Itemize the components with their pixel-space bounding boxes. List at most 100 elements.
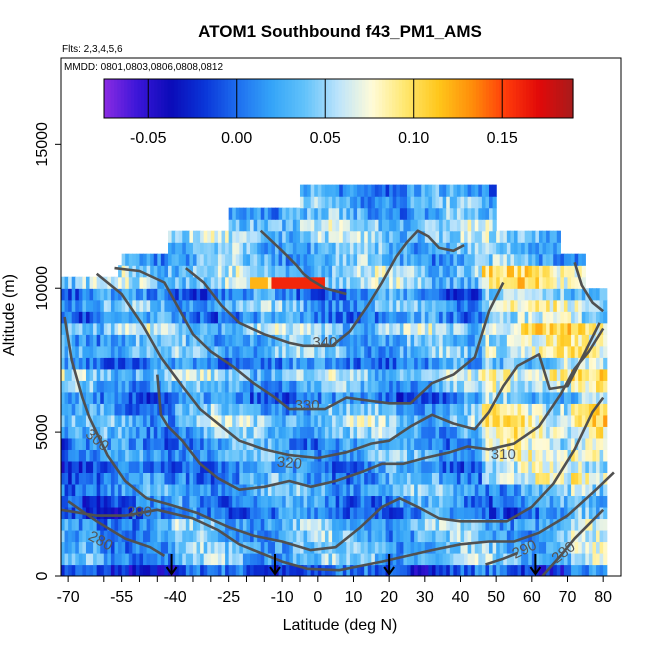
heat-cell (581, 368, 586, 381)
heat-cell (456, 207, 462, 220)
heat-cell (189, 564, 194, 576)
heat-cell (125, 288, 130, 301)
heat-cell (421, 529, 426, 543)
heat-cell (157, 518, 162, 531)
heat-cell (285, 380, 290, 393)
heat-cell (307, 380, 312, 393)
heat-cell (153, 541, 158, 554)
heat-cell (82, 391, 87, 404)
heat-cell (275, 426, 280, 439)
heat-cell (100, 472, 105, 485)
heat-cell (531, 380, 536, 393)
heat-cell (96, 334, 101, 347)
heat-cell (467, 564, 472, 576)
heat-cell (517, 460, 522, 473)
heat-cell (178, 460, 183, 473)
heat-cell (175, 380, 180, 393)
heat-cell (456, 391, 462, 404)
heat-cell (360, 483, 365, 497)
heat-cell (292, 357, 298, 370)
heat-cell (335, 288, 340, 301)
heat-cell (89, 552, 94, 566)
heat-cell (257, 276, 262, 289)
heat-cell (203, 506, 208, 520)
colorbar-cell (485, 79, 490, 118)
heat-cell (203, 253, 208, 266)
heat-cell (210, 564, 215, 576)
heat-cell (282, 345, 287, 358)
heat-cell (399, 230, 405, 243)
heat-cell (371, 426, 376, 439)
heat-cell (535, 506, 540, 520)
heat-cell (160, 368, 166, 381)
heat-cell (146, 518, 151, 531)
heat-cell (563, 414, 569, 427)
heat-cell (110, 380, 116, 393)
heat-cell (246, 506, 251, 520)
heat-cell (296, 242, 301, 255)
heat-cell (399, 495, 405, 508)
heat-cell (485, 437, 490, 450)
heat-cell (121, 529, 126, 543)
heat-cell (210, 541, 215, 554)
heat-cell (496, 299, 501, 312)
heat-cell (428, 483, 433, 497)
heat-cell (513, 483, 519, 497)
heat-cell (317, 276, 322, 289)
heat-cell (585, 357, 590, 370)
heat-cell (471, 322, 476, 335)
heat-cell (560, 414, 565, 427)
heat-cell (553, 426, 558, 439)
heat-cell (417, 288, 422, 301)
heat-cell (275, 541, 280, 554)
heat-cell (556, 437, 561, 450)
heat-cell (478, 437, 483, 450)
heat-cell (143, 276, 148, 289)
heat-cell (531, 368, 536, 381)
heat-cell (410, 552, 415, 566)
heat-cell (182, 564, 187, 576)
heat-cell (467, 426, 472, 439)
heat-cell (128, 506, 133, 520)
heat-cell (367, 357, 372, 370)
heat-cell (128, 334, 133, 347)
heat-cell (257, 437, 262, 450)
heat-cell (360, 506, 365, 520)
heat-cell (324, 207, 330, 220)
heat-cell (182, 518, 187, 531)
heat-cell (406, 230, 412, 243)
heat-cell (496, 426, 501, 439)
heat-cell (317, 483, 322, 497)
heat-cell (200, 288, 205, 301)
heat-cell (335, 472, 340, 485)
heat-cell (489, 230, 494, 243)
heat-cell (342, 184, 347, 197)
heat-cell (221, 426, 226, 439)
colorbar-cell (184, 79, 189, 118)
heat-cell (107, 495, 112, 508)
heat-cell (578, 495, 583, 508)
heat-cell (200, 357, 205, 370)
heat-cell (182, 368, 187, 381)
heat-cell (125, 518, 130, 531)
heat-cell (567, 495, 572, 508)
heat-cell (531, 230, 536, 243)
heat-cell (446, 483, 451, 497)
heat-cell (428, 253, 433, 266)
colorbar-cell (164, 79, 169, 118)
heat-cell (588, 506, 594, 520)
heat-cell (200, 334, 205, 347)
heat-cell (257, 253, 262, 266)
heat-cell (96, 495, 101, 508)
heat-cell (321, 472, 326, 485)
heat-cell (103, 288, 108, 301)
heat-cell (428, 345, 433, 358)
heat-cell (513, 506, 519, 520)
heat-cell (260, 207, 265, 220)
heat-cell (335, 242, 340, 255)
heat-cell (567, 437, 572, 450)
heat-cell (460, 311, 465, 324)
heat-cell (82, 299, 87, 312)
heat-cell (521, 564, 526, 576)
heat-cell (118, 495, 123, 508)
